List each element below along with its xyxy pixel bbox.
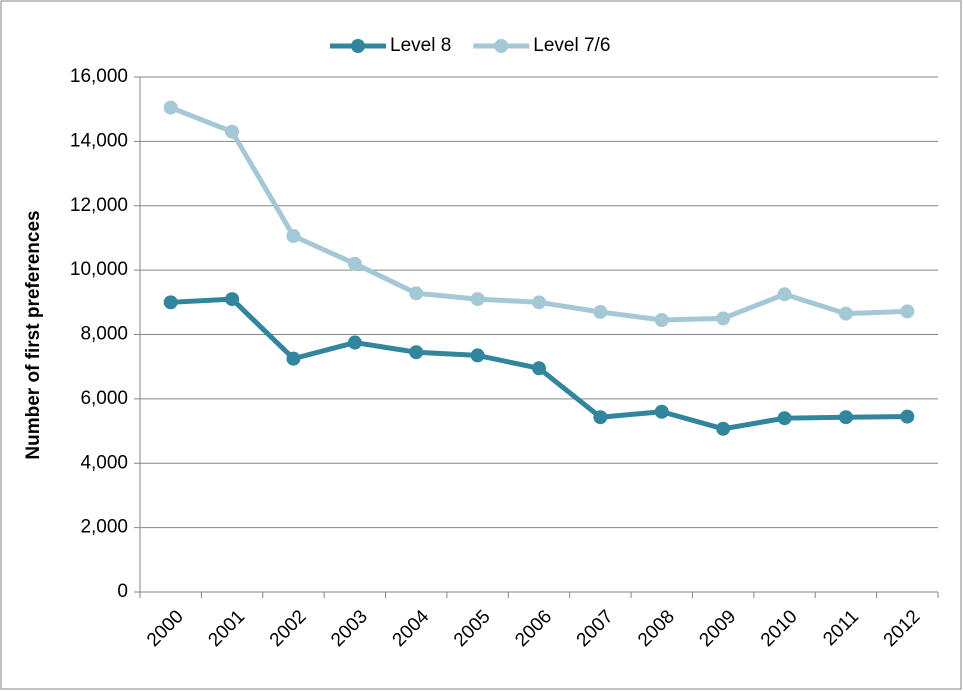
- y-tick-label: 14,000: [70, 130, 128, 151]
- data-point: [409, 345, 424, 360]
- legend-label: Level 7/6: [533, 35, 610, 56]
- legend-marker: [351, 39, 365, 53]
- data-point: [900, 304, 915, 319]
- data-point: [470, 348, 485, 363]
- data-point: [409, 286, 424, 301]
- data-point: [593, 410, 608, 425]
- data-point: [777, 287, 792, 302]
- y-tick-label: 8,000: [80, 324, 128, 345]
- data-point: [163, 100, 178, 115]
- data-point: [286, 351, 301, 366]
- data-point: [225, 292, 240, 307]
- data-point: [470, 292, 485, 307]
- y-tick-label: 0: [117, 581, 128, 602]
- data-point: [347, 256, 362, 271]
- legend-label: Level 8: [390, 35, 451, 56]
- data-point: [716, 421, 731, 436]
- y-tick-label: 6,000: [80, 388, 128, 409]
- legend-marker: [494, 39, 509, 53]
- data-point: [838, 306, 853, 321]
- data-point: [163, 295, 178, 310]
- data-point: [716, 311, 731, 326]
- data-point: [900, 409, 915, 424]
- y-tick-label: 12,000: [70, 195, 128, 216]
- y-tick-label: 16,000: [70, 66, 128, 87]
- data-point: [347, 335, 362, 350]
- y-tick-label: 2,000: [80, 517, 128, 538]
- data-point: [654, 404, 669, 419]
- data-point: [593, 304, 608, 319]
- data-point: [225, 124, 240, 139]
- data-point: [654, 313, 669, 328]
- data-point: [777, 411, 792, 426]
- data-point: [838, 410, 853, 425]
- y-tick-label: 10,000: [70, 259, 128, 280]
- data-point: [286, 229, 301, 244]
- data-point: [532, 295, 546, 310]
- data-point: [532, 361, 546, 376]
- y-tick-label: 4,000: [80, 452, 128, 473]
- y-axis-title: Number of first preferences: [23, 210, 44, 459]
